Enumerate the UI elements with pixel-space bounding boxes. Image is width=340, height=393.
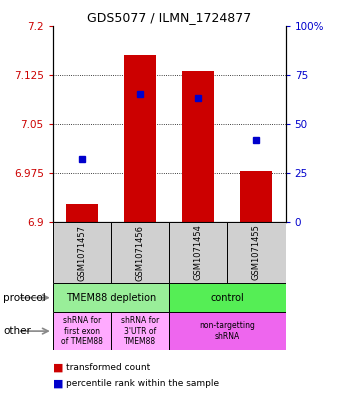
Title: GDS5077 / ILMN_1724877: GDS5077 / ILMN_1724877	[87, 11, 251, 24]
Bar	[124, 55, 156, 222]
Text: shRNA for
3'UTR of
TMEM88: shRNA for 3'UTR of TMEM88	[121, 316, 159, 346]
Text: other: other	[3, 326, 31, 336]
FancyBboxPatch shape	[53, 222, 111, 283]
Text: percentile rank within the sample: percentile rank within the sample	[66, 379, 219, 387]
Text: TMEM88 depletion: TMEM88 depletion	[66, 293, 156, 303]
Text: ■: ■	[53, 378, 63, 388]
FancyBboxPatch shape	[53, 283, 169, 312]
Text: GSM1071457: GSM1071457	[77, 224, 86, 281]
Text: ■: ■	[53, 362, 63, 373]
Bar	[182, 72, 214, 222]
Text: non-targetting
shRNA: non-targetting shRNA	[200, 321, 255, 341]
Text: GSM1071454: GSM1071454	[194, 224, 203, 281]
Bar	[240, 171, 272, 222]
Text: GSM1071456: GSM1071456	[136, 224, 144, 281]
FancyBboxPatch shape	[227, 222, 286, 283]
FancyBboxPatch shape	[169, 222, 227, 283]
FancyBboxPatch shape	[169, 312, 286, 350]
FancyBboxPatch shape	[53, 312, 111, 350]
FancyBboxPatch shape	[111, 312, 169, 350]
Text: transformed count: transformed count	[66, 363, 151, 372]
Text: control: control	[210, 293, 244, 303]
Text: GSM1071455: GSM1071455	[252, 224, 261, 281]
FancyBboxPatch shape	[111, 222, 169, 283]
Bar	[66, 204, 98, 222]
Text: protocol: protocol	[3, 293, 46, 303]
Text: shRNA for
first exon
of TMEM88: shRNA for first exon of TMEM88	[61, 316, 103, 346]
FancyBboxPatch shape	[169, 283, 286, 312]
